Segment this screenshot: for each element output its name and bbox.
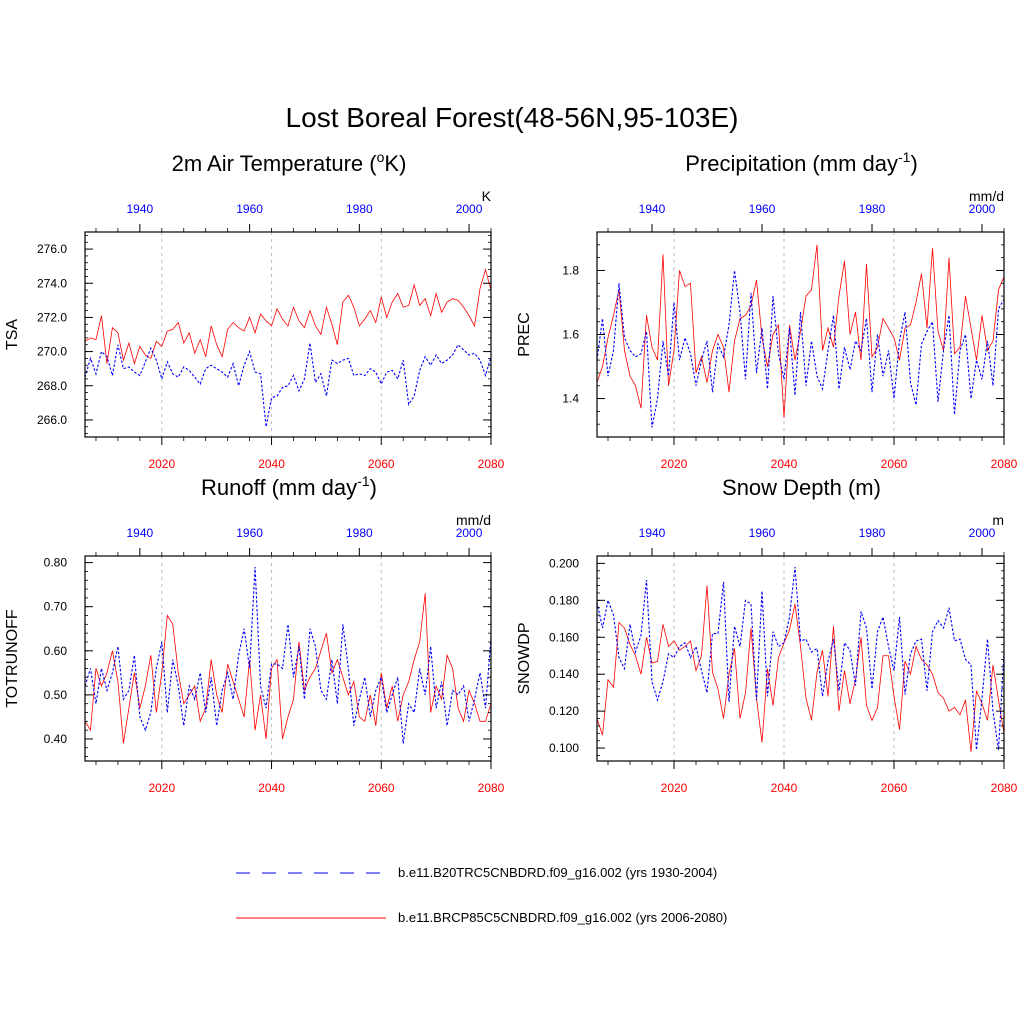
historical-series-line-tsa: [84, 342, 492, 427]
future-series-line-prec: [596, 244, 1005, 418]
y-tick-label-runoff: 0.80: [44, 556, 68, 570]
panel-title-sup: -1: [898, 149, 911, 165]
historical-series-line-runoff: [84, 566, 492, 744]
x-bottom-tick-label-tsa: 2080: [478, 457, 505, 471]
future-series-line-tsa: [84, 268, 492, 365]
panel-title-main: Precipitation (mm day: [685, 151, 898, 176]
units-label-tsa: K: [482, 188, 492, 204]
x-top-tick-label-prec: 2000: [969, 202, 996, 216]
y-tick-label-tsa: 274.0: [37, 276, 67, 290]
y-tick-label-snowdp: 0.120: [549, 704, 579, 718]
panel-title-sup: -1: [357, 473, 370, 489]
x-top-tick-label-prec: 1980: [859, 202, 886, 216]
y-tick-label-runoff: 0.70: [44, 600, 68, 614]
x-top-tick-label-runoff: 1940: [127, 526, 154, 540]
future-series-line-runoff: [84, 593, 492, 744]
panel-title-suffix: ): [910, 151, 917, 176]
y-axis-label-runoff: TOTRUNOFF: [4, 609, 21, 708]
panel-title-sup: o: [377, 149, 385, 165]
x-top-tick-label-prec: 1960: [749, 202, 776, 216]
y-tick-label-snowdp: 0.160: [549, 630, 579, 644]
units-label-runoff: mm/d: [456, 512, 491, 528]
y-axis-label-tsa: TSA: [4, 319, 21, 350]
panel-title-main: Snow Depth (m): [722, 475, 881, 500]
legend-historical-label: b.e11.B20TRC5CNBDRD.f09_g16.002 (yrs 193…: [398, 865, 717, 880]
x-top-tick-label-prec: 1940: [639, 202, 666, 216]
x-bottom-tick-label-tsa: 2040: [258, 457, 285, 471]
y-tick-label-tsa: 276.0: [37, 242, 67, 256]
x-top-tick-label-tsa: 1960: [236, 202, 263, 216]
x-bottom-tick-label-snowdp: 2020: [661, 781, 688, 795]
x-bottom-tick-label-prec: 2060: [881, 457, 908, 471]
main-title: Lost Boreal Forest(48-56N,95-103E): [286, 102, 739, 133]
x-bottom-tick-label-snowdp: 2080: [991, 781, 1018, 795]
x-top-tick-label-snowdp: 1980: [859, 526, 886, 540]
plot-frame-runoff: [84, 555, 492, 762]
y-tick-label-runoff: 0.60: [44, 644, 68, 658]
panels: 2m Air Temperature (oK) K TSA 266.0 268.0 270…: [4, 149, 1018, 795]
panel-title-snowdp: Snow Depth (m): [722, 475, 881, 500]
panel-title-suffix: K): [384, 151, 406, 176]
x-bottom-tick-label-runoff: 2060: [368, 781, 395, 795]
y-tick-label-runoff: 0.40: [44, 732, 68, 746]
y-tick-label-tsa: 268.0: [37, 379, 67, 393]
y-tick-label-snowdp: 0.180: [549, 593, 579, 607]
plot-frame-prec: [596, 231, 1005, 438]
x-top-tick-label-runoff: 2000: [456, 526, 483, 540]
legend: b.e11.B20TRC5CNBDRD.f09_g16.002 (yrs 193…: [236, 865, 727, 925]
y-tick-label-prec: 1.4: [562, 392, 579, 406]
x-top-tick-label-tsa: 1940: [127, 202, 154, 216]
x-bottom-tick-label-runoff: 2020: [148, 781, 175, 795]
panel-tsa: 2m Air Temperature (oK) K TSA 266.0 268.0 270…: [4, 149, 505, 471]
panel-title-runoff: Runoff (mm day-1): [201, 473, 377, 500]
y-tick-label-snowdp: 0.200: [549, 556, 579, 570]
future-series-line-snowdp: [596, 585, 1005, 752]
panel-title-suffix: ): [370, 475, 377, 500]
units-label-prec: mm/d: [969, 188, 1004, 204]
x-top-tick-label-tsa: 1980: [346, 202, 373, 216]
y-tick-label-snowdp: 0.140: [549, 667, 579, 681]
panel-title-main: 2m Air Temperature (: [172, 151, 378, 176]
y-tick-label-tsa: 266.0: [37, 413, 67, 427]
x-bottom-tick-label-tsa: 2060: [368, 457, 395, 471]
panel-snowdp: Snow Depth (m) m SNOWDP 0.100 0.120 0.140 0.16…: [516, 475, 1018, 795]
plot-frame-tsa: [84, 231, 492, 438]
y-tick-label-snowdp: 0.100: [549, 741, 579, 755]
panel-prec: Precipitation (mm day-1) mm/d PREC 1.4 1.6 1.…: [516, 149, 1018, 471]
y-tick-label-tsa: 270.0: [37, 345, 67, 359]
units-label-snowdp: m: [992, 512, 1004, 528]
y-tick-label-prec: 1.8: [562, 263, 579, 277]
x-bottom-tick-label-prec: 2080: [991, 457, 1018, 471]
x-bottom-tick-label-tsa: 2020: [148, 457, 175, 471]
x-top-tick-label-runoff: 1980: [346, 526, 373, 540]
panel-title-prec: Precipitation (mm day-1): [685, 149, 918, 176]
y-tick-label-runoff: 0.50: [44, 688, 68, 702]
x-bottom-tick-label-prec: 2020: [661, 457, 688, 471]
y-tick-label-prec: 1.6: [562, 328, 579, 342]
panel-title-tsa: 2m Air Temperature (oK): [172, 149, 407, 176]
legend-future-label: b.e11.BRCP85C5CNBDRD.f09_g16.002 (yrs 20…: [398, 910, 727, 925]
plot-frame-snowdp: [596, 555, 1005, 762]
x-bottom-tick-label-runoff: 2080: [478, 781, 505, 795]
x-bottom-tick-label-prec: 2040: [771, 457, 798, 471]
x-top-tick-label-tsa: 2000: [456, 202, 483, 216]
y-axis-label-snowdp: SNOWDP: [516, 623, 533, 695]
x-top-tick-label-runoff: 1960: [236, 526, 263, 540]
x-top-tick-label-snowdp: 1940: [639, 526, 666, 540]
historical-series-line-prec: [596, 270, 1005, 428]
y-axis-label-prec: PREC: [516, 312, 533, 356]
historical-series-line-snowdp: [596, 567, 1005, 750]
y-tick-label-tsa: 272.0: [37, 310, 67, 324]
x-top-tick-label-snowdp: 1960: [749, 526, 776, 540]
panel-title-main: Runoff (mm day: [201, 475, 357, 500]
x-bottom-tick-label-snowdp: 2040: [771, 781, 798, 795]
x-top-tick-label-snowdp: 2000: [969, 526, 996, 540]
panel-runoff: Runoff (mm day-1) mm/d TOTRUNOFF 0.40 0.50 0.…: [4, 473, 505, 795]
x-bottom-tick-label-runoff: 2040: [258, 781, 285, 795]
x-bottom-tick-label-snowdp: 2060: [881, 781, 908, 795]
